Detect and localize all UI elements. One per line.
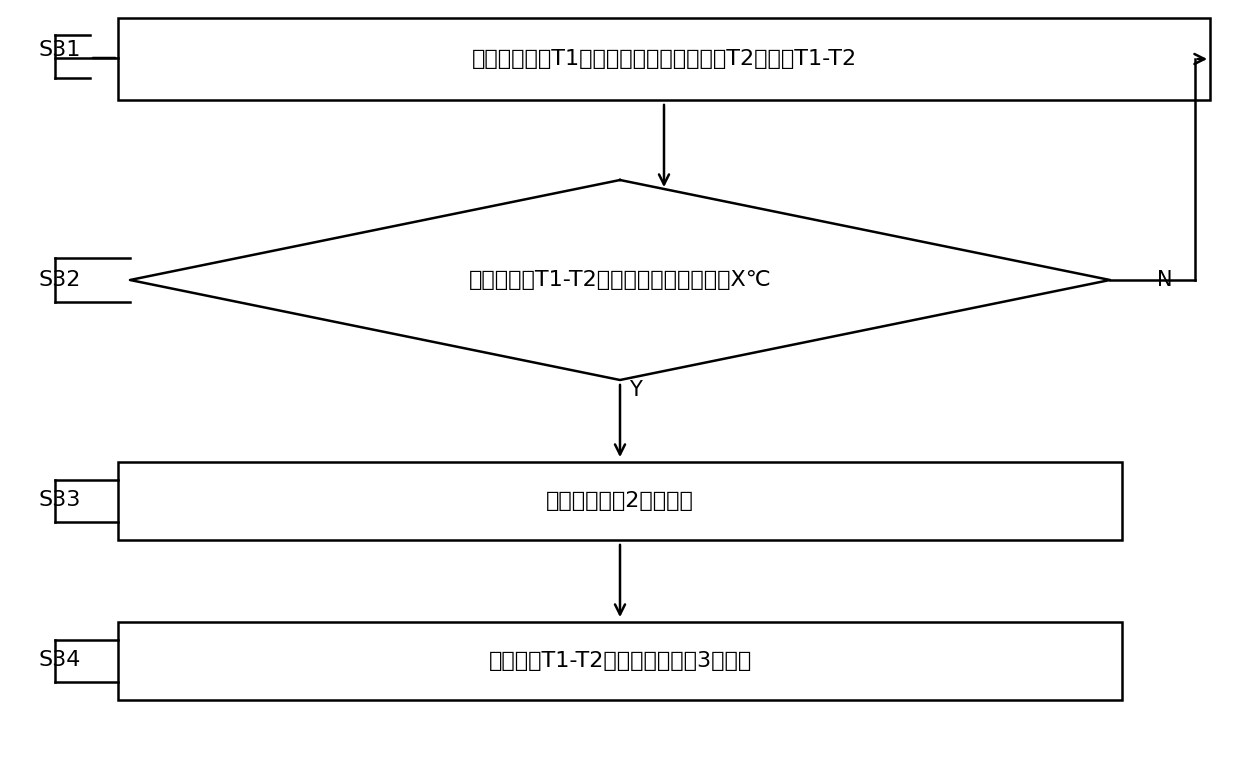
Text: 判断该差值T1-T2是否小于第一预设差值X℃: 判断该差值T1-T2是否小于第一预设差值X℃ — [468, 270, 772, 290]
FancyBboxPatch shape — [118, 622, 1123, 700]
FancyBboxPatch shape — [118, 462, 1123, 540]
Text: 开始对压缩机2进行加热: 开始对压缩机2进行加热 — [546, 491, 694, 511]
Text: 计算回气温度T1与低压侧冷媒的饱和温度T2的差值T1-T2: 计算回气温度T1与低压侧冷媒的饱和温度T2的差值T1-T2 — [471, 49, 856, 69]
Text: S31: S31 — [38, 40, 81, 60]
Text: S34: S34 — [38, 650, 81, 670]
Text: Y: Y — [628, 380, 642, 400]
Text: S32: S32 — [38, 270, 81, 290]
FancyBboxPatch shape — [118, 18, 1211, 100]
Text: 根据差值T1-T2控制电子膨胀阀3的开度: 根据差值T1-T2控制电子膨胀阀3的开度 — [488, 651, 752, 671]
Text: N: N — [1157, 270, 1173, 290]
Text: S33: S33 — [38, 490, 81, 510]
